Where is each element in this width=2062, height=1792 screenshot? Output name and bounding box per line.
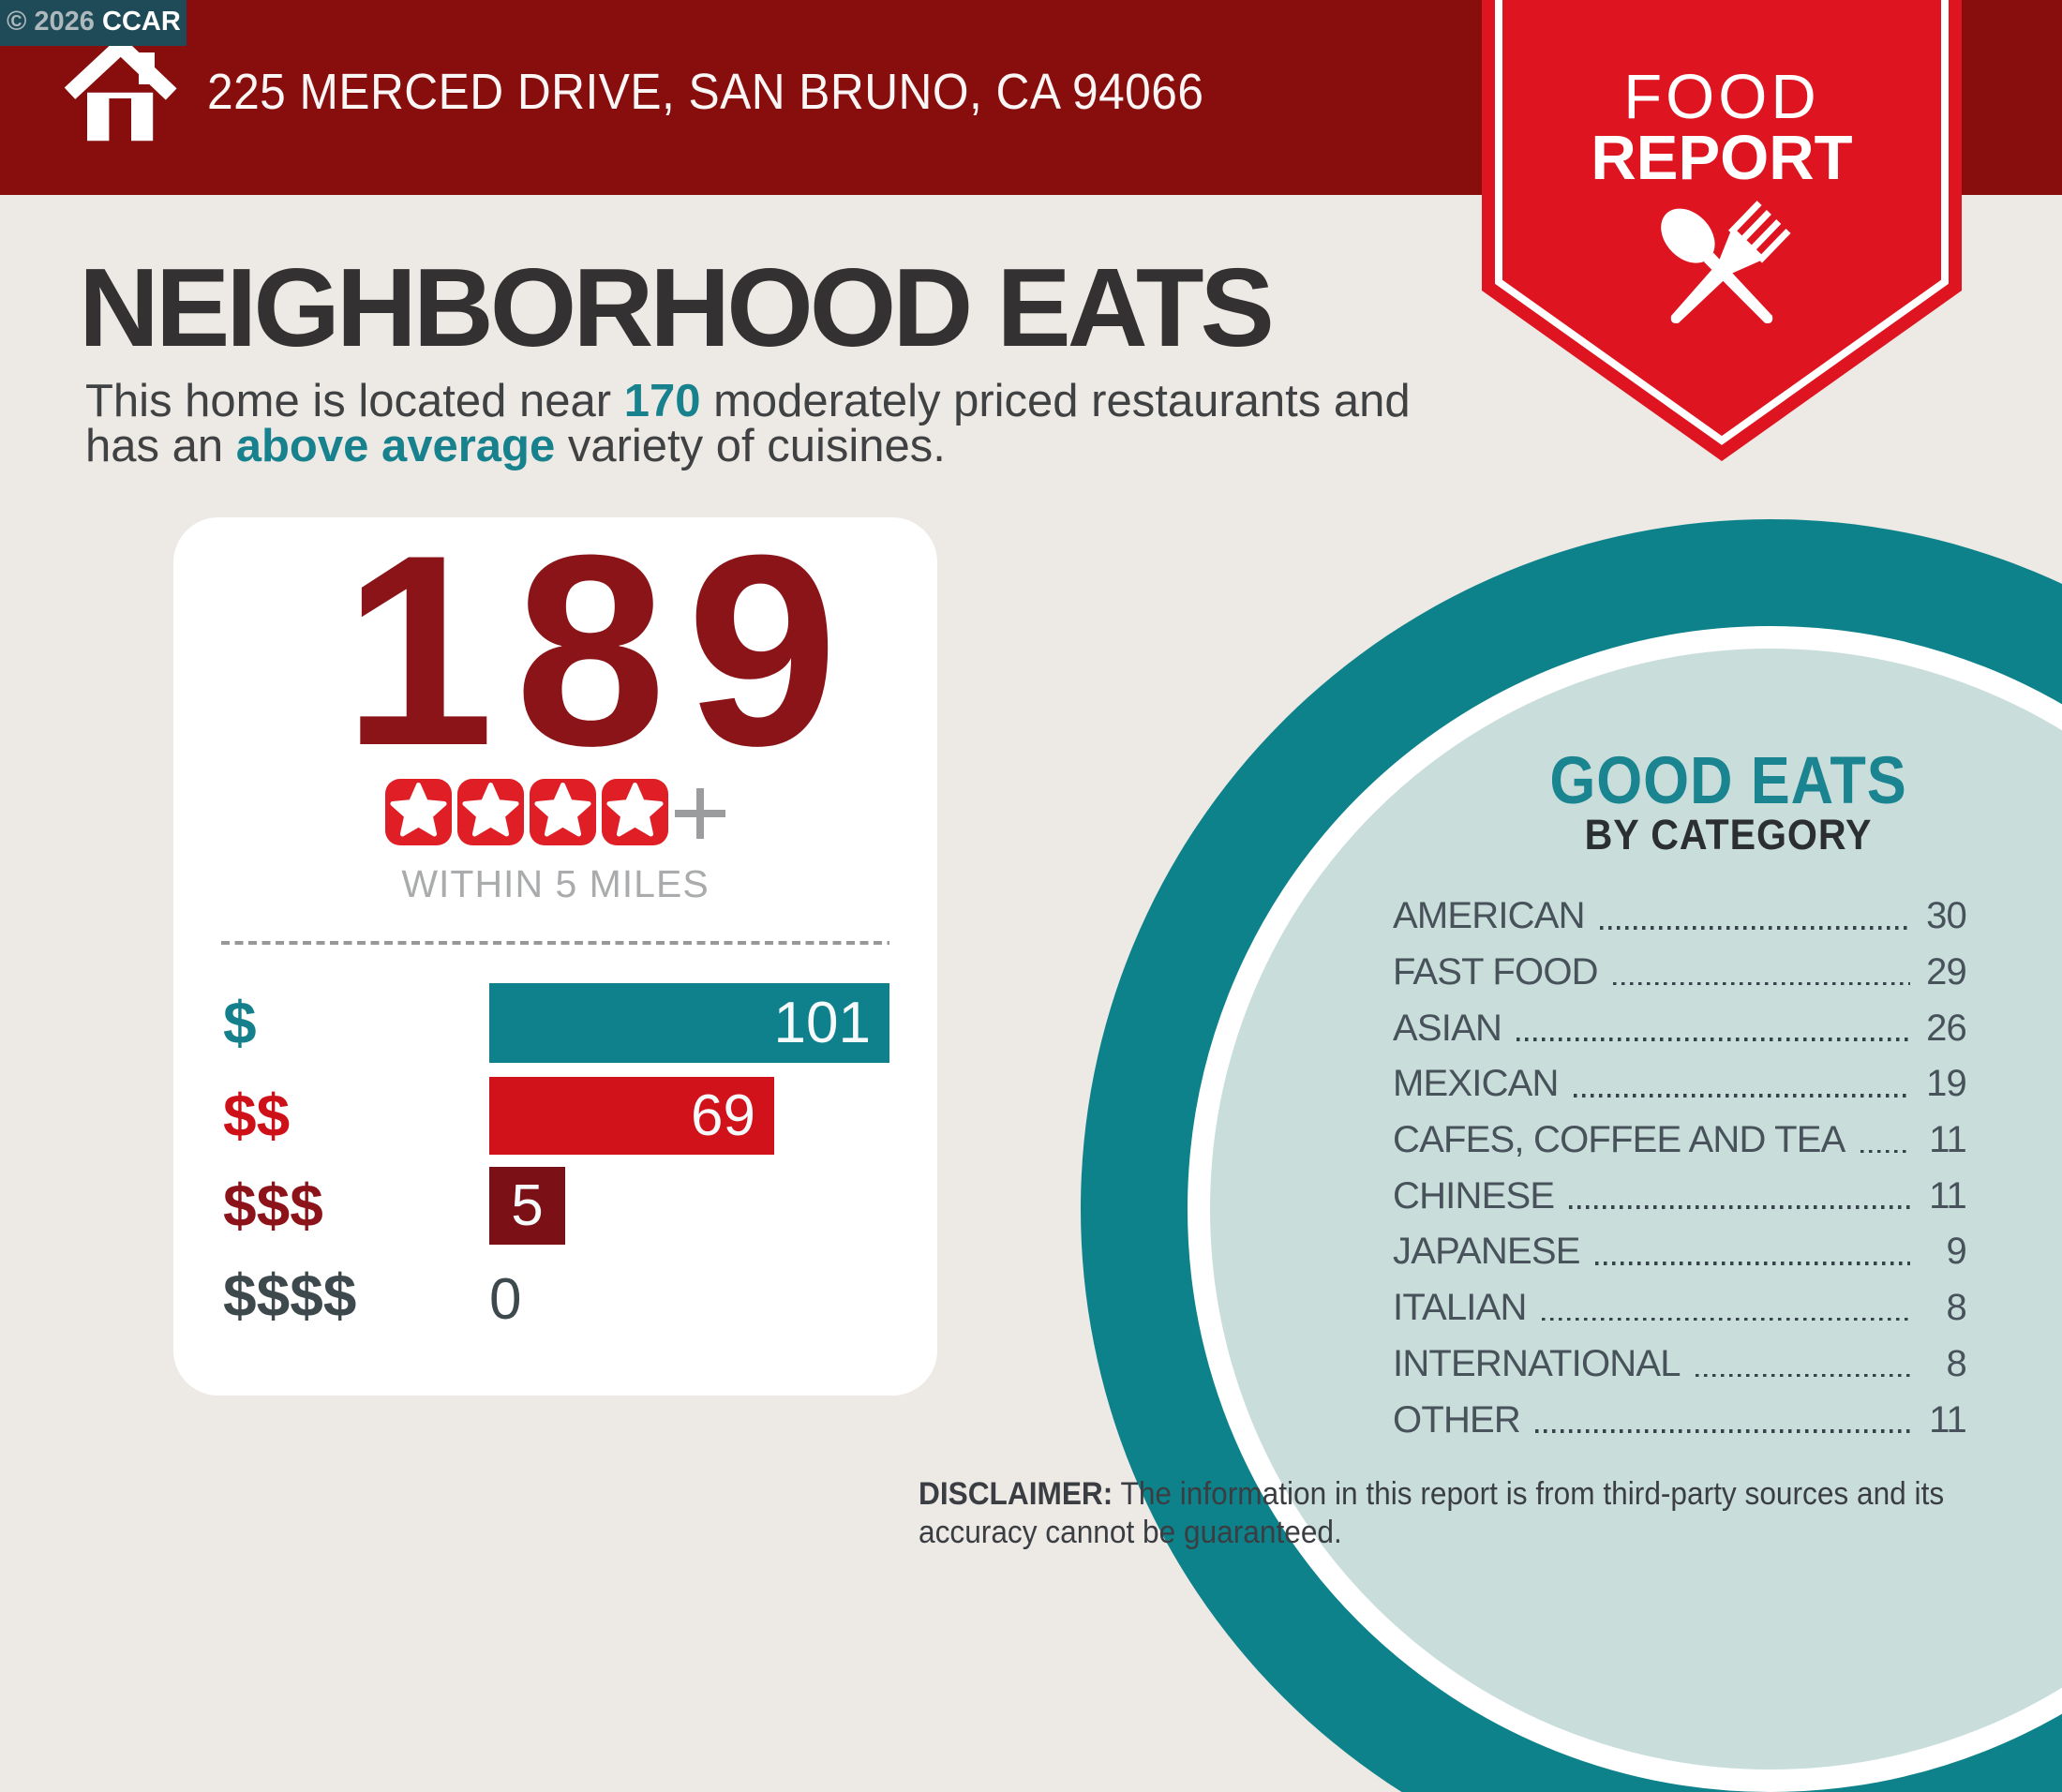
svg-text:FOOD: FOOD xyxy=(1623,62,1820,132)
svg-text:REPORT: REPORT xyxy=(1591,123,1852,193)
